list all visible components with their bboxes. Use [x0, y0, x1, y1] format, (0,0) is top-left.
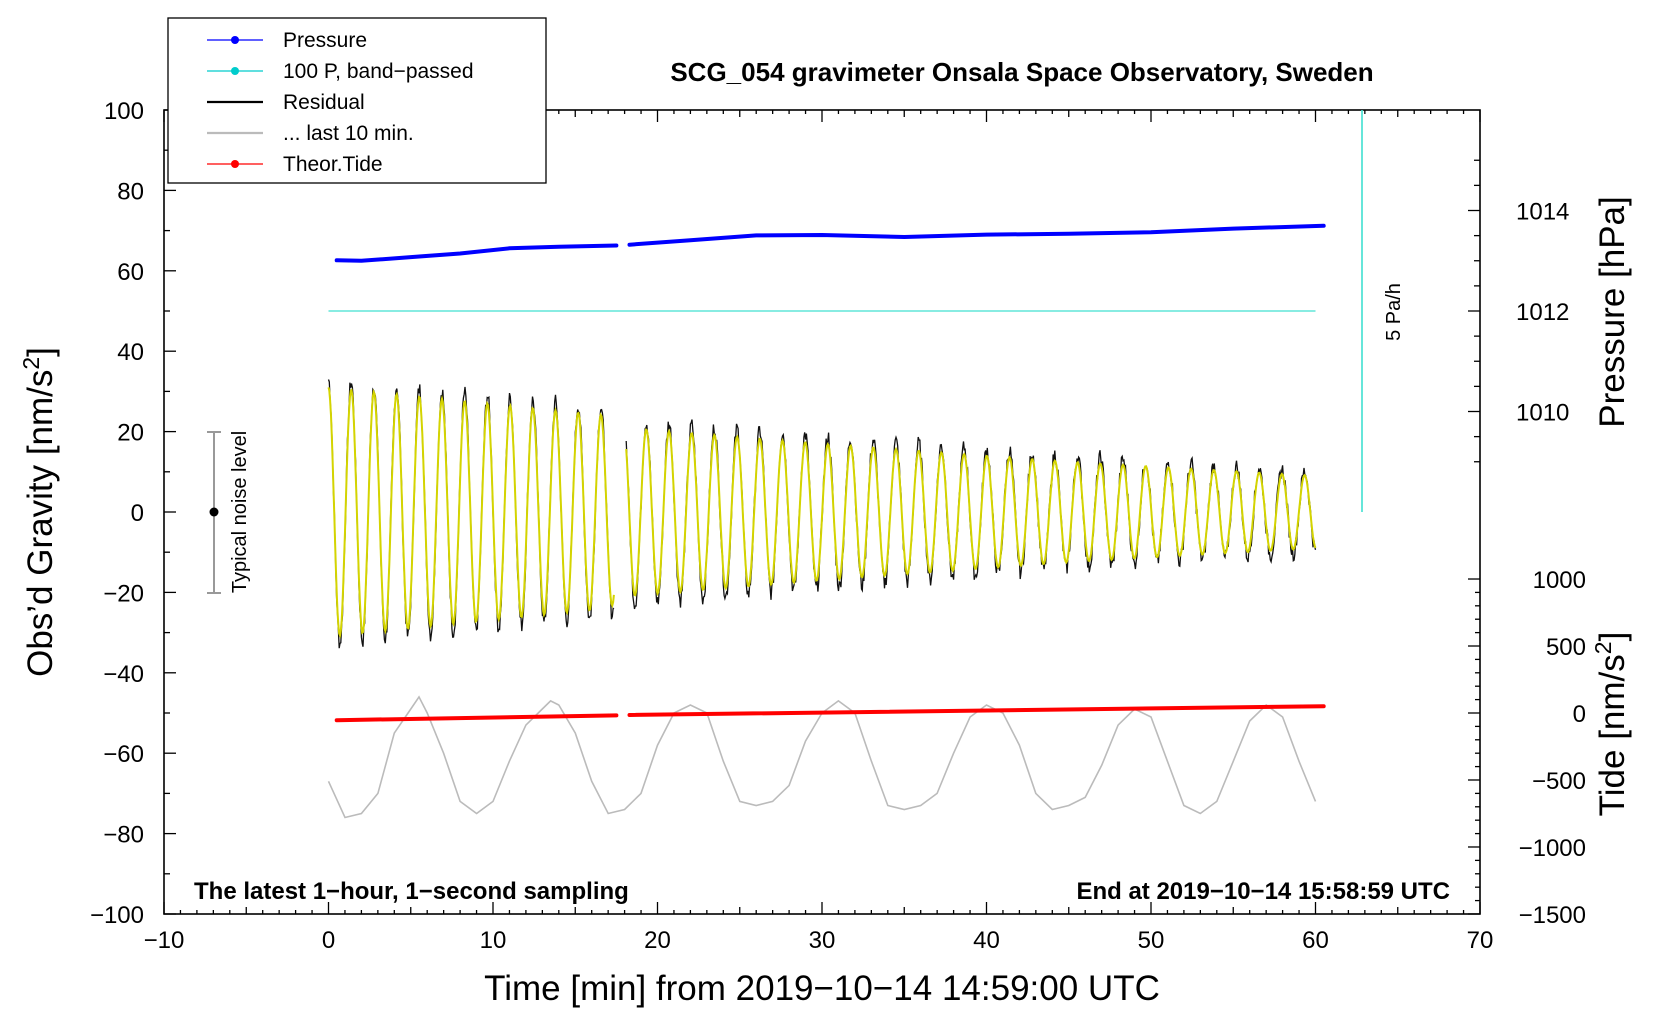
- legend-entries: Pressure 100 P, band−passed Residual ... la…: [207, 29, 474, 176]
- noise-level-indicator: Typical noise level: [207, 431, 251, 594]
- y-tick-label: 60: [117, 259, 144, 286]
- chart-title: SCG_054 gravimeter Onsala Space Observat…: [670, 57, 1373, 87]
- noise-bar-center-dot: [209, 507, 219, 517]
- y-tick-label: 40: [117, 339, 144, 366]
- legend: Pressure 100 P, band−passed Residual ... la…: [167, 17, 547, 184]
- y-tick-label: −80: [103, 822, 144, 849]
- pressure-tick-label: 1014: [1516, 199, 1569, 226]
- legend-marker: [231, 36, 239, 44]
- y-tick-label: 0: [131, 500, 144, 527]
- x-tick-label: 50: [1138, 927, 1165, 954]
- y-axis-label-pressure: Pressure [hPa]: [1593, 196, 1632, 428]
- x-axis-label: Time [min] from 2019−10−14 14:59:00 UTC: [484, 969, 1160, 1008]
- y-tick-label: −40: [103, 661, 144, 688]
- x-tick-label: 10: [480, 927, 507, 954]
- series-theoretical-tide: [627, 704, 1326, 717]
- pressure-tick-label: 1010: [1516, 400, 1569, 427]
- x-tick-label: 0: [322, 927, 335, 954]
- y-tick-label: 20: [117, 420, 144, 447]
- pressure-tick-label: 1012: [1516, 299, 1569, 326]
- tide-axis-ticks: −1500 −1000 −500 0 500 1000: [1468, 567, 1586, 929]
- tide-tick-label: 0: [1573, 701, 1586, 728]
- x-tick-label: 40: [973, 927, 1000, 954]
- tide-tick-label: −1500: [1519, 902, 1586, 929]
- legend-marker: [231, 160, 239, 168]
- series-theoretical-tide: [334, 713, 619, 723]
- tide-tick-label: −500: [1532, 768, 1586, 795]
- legend-label: Theor.Tide: [283, 153, 383, 176]
- y-axis-label-tide: Tide [nm/s2]: [1590, 632, 1632, 817]
- y-axis-ticks: −100 −80 −60 −40 −20 0 20 40 60 80 100: [90, 98, 176, 929]
- data-series: [327, 223, 1326, 819]
- y-tick-label: 100: [104, 98, 144, 125]
- x-tick-label: 20: [644, 927, 671, 954]
- y-tick-label: 80: [117, 178, 144, 205]
- series-pressure: [334, 243, 619, 263]
- x-tick-label: 70: [1467, 927, 1494, 954]
- legend-box: [167, 17, 547, 184]
- legend-label: Pressure: [283, 29, 367, 52]
- sampling-note: The latest 1−hour, 1−second sampling: [194, 878, 629, 905]
- legend-marker: [231, 67, 239, 75]
- tide-tick-label: 1000: [1533, 567, 1586, 594]
- tide-tick-label: −1000: [1519, 835, 1586, 862]
- legend-label: Residual: [283, 91, 365, 114]
- series-residual-filtered: [327, 387, 1317, 639]
- legend-label: ... last 10 min.: [283, 122, 414, 145]
- y-tick-label: −100: [90, 902, 144, 929]
- end-time-note: End at 2019−10−14 15:58:59 UTC: [1076, 878, 1450, 905]
- x-tick-label: 30: [809, 927, 836, 954]
- y-tick-label: −60: [103, 741, 144, 768]
- x-tick-label: 60: [1302, 927, 1329, 954]
- y-tick-label: −20: [103, 580, 144, 607]
- x-tick-label: −10: [144, 927, 185, 954]
- series-last-10-min: [327, 695, 1317, 819]
- rate-indicator-label: 5 Pa/h: [1383, 283, 1405, 341]
- tide-tick-label: 500: [1546, 634, 1586, 661]
- legend-label: 100 P, band−passed: [283, 60, 474, 83]
- noise-level-label: Typical noise level: [229, 431, 251, 593]
- y-axis-label-left: Obs’d Gravity [nm/s2]: [18, 347, 60, 677]
- plot-frame: [163, 109, 1481, 915]
- pressure-axis-ticks: 1010 1012 1014: [1468, 199, 1569, 427]
- series-pressure: [627, 223, 1326, 247]
